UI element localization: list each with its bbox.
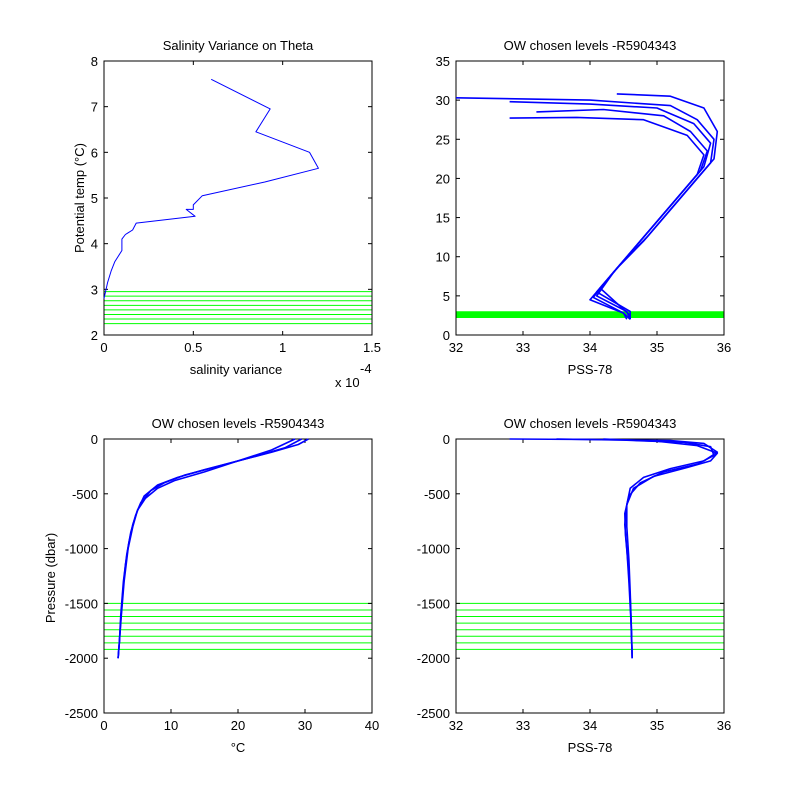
panel-1-x-scale-note: x 10 — [335, 375, 360, 390]
series-line — [603, 438, 719, 659]
y-tick-label: 4 — [91, 237, 98, 252]
panel-3-ylabel: Pressure (dbar) — [43, 533, 58, 623]
x-tick-label: 0.5 — [184, 340, 202, 355]
panel-1-xlabel: salinity variance — [190, 362, 283, 377]
series-line — [103, 78, 319, 299]
x-tick-label: 20 — [231, 718, 245, 733]
panel-3-xlabel: °C — [231, 740, 246, 755]
y-tick-label: -1000 — [417, 542, 450, 557]
y-tick-label: -2000 — [417, 651, 450, 666]
panel-4-title: OW chosen levels -R5904343 — [504, 416, 677, 431]
x-tick-label: 33 — [516, 340, 530, 355]
panel-salinity-variance: Salinity Variance on Theta 0 0.5 1 1.5 2 3 4 5 6… — [72, 38, 381, 390]
panel-3-title: OW chosen levels -R5904343 — [152, 416, 325, 431]
series-line — [599, 93, 719, 316]
panel-theta-vs-salinity: OW chosen levels -R5904343 32 33 34 35 36 0 5 1… — [436, 38, 732, 377]
y-tick-label: 0 — [443, 432, 450, 447]
y-tick-label: 25 — [436, 132, 450, 147]
x-tick-label: 1.5 — [363, 340, 381, 355]
x-tick-label: 40 — [365, 718, 379, 733]
y-tick-label: -500 — [72, 487, 98, 502]
y-tick-label: 7 — [91, 100, 98, 115]
y-tick-label: 2 — [91, 328, 98, 343]
y-tick-label: 5 — [443, 289, 450, 304]
y-tick-label: 20 — [436, 171, 450, 186]
x-tick-label: 33 — [516, 718, 530, 733]
y-tick-label: 30 — [436, 93, 450, 108]
x-tick-label: 1 — [279, 340, 286, 355]
panel-4-xlabel: PSS-78 — [568, 740, 613, 755]
y-tick-label: 5 — [91, 191, 98, 206]
x-tick-label: 36 — [717, 718, 731, 733]
x-tick-label: 0 — [100, 340, 107, 355]
y-tick-label: 0 — [91, 432, 98, 447]
x-tick-label: 35 — [650, 718, 664, 733]
x-tick-label: 32 — [449, 718, 463, 733]
panel-2-title: OW chosen levels -R5904343 — [504, 38, 677, 53]
y-tick-label: 8 — [91, 54, 98, 69]
y-tick-label: 3 — [91, 282, 98, 297]
y-tick-label: 6 — [91, 145, 98, 160]
y-tick-label: 15 — [436, 211, 450, 226]
panel-1-ylabel: Potential temp (°C) — [72, 143, 87, 253]
x-tick-label: 30 — [298, 718, 312, 733]
x-tick-label: 0 — [100, 718, 107, 733]
y-tick-label: -1500 — [65, 596, 98, 611]
panel-2-xlabel: PSS-78 — [568, 362, 613, 377]
x-tick-label: 34 — [583, 340, 597, 355]
y-tick-label: -1500 — [417, 596, 450, 611]
x-tick-label: 10 — [164, 718, 178, 733]
panel-1-title: Salinity Variance on Theta — [163, 38, 314, 53]
y-tick-label: 0 — [443, 328, 450, 343]
y-tick-label: -1000 — [65, 542, 98, 557]
x-tick-label: 35 — [650, 340, 664, 355]
x-tick-label: 36 — [717, 340, 731, 355]
series-line — [509, 116, 705, 320]
panel-pressure-vs-salinity: OW chosen levels -R5904343 32 33 34 35 36 -25… — [417, 416, 731, 755]
x-tick-label: 32 — [449, 340, 463, 355]
x-tick-label: 34 — [583, 718, 597, 733]
y-tick-label: 10 — [436, 250, 450, 265]
y-tick-label: -2000 — [65, 651, 98, 666]
y-tick-label: -2500 — [417, 706, 450, 721]
panel-pressure-vs-temperature: OW chosen levels -R5904343 0 10 20 30 40 -250… — [43, 416, 379, 755]
y-tick-label: -500 — [424, 487, 450, 502]
panel-1-x-scale-exponent: -4 — [360, 361, 372, 376]
y-tick-label: 35 — [436, 54, 450, 69]
series-line — [117, 438, 296, 659]
y-tick-label: -2500 — [65, 706, 98, 721]
